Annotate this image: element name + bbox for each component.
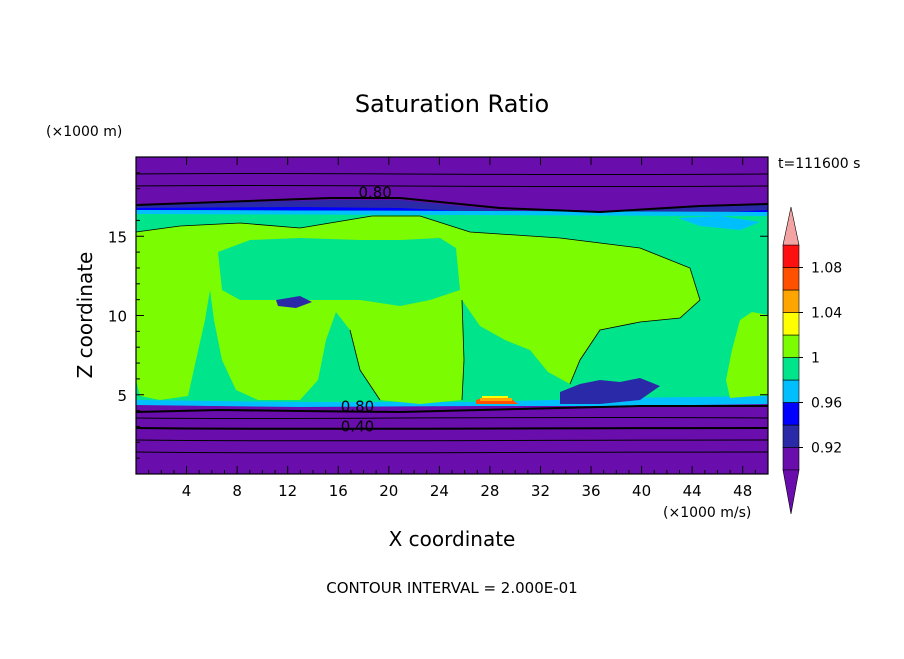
colorbar-segment bbox=[782, 267, 800, 291]
contour-label: 0.40 bbox=[341, 417, 374, 435]
saturation-field bbox=[136, 157, 768, 474]
contour-line bbox=[136, 439, 768, 442]
x-tick-label: 16 bbox=[329, 482, 348, 500]
field-cyan-streak bbox=[678, 216, 760, 230]
y-axis-ticks: 5 10 15 bbox=[108, 172, 768, 459]
colorbar-label: 0.96 bbox=[811, 396, 842, 412]
contour-line-1-00 bbox=[349, 329, 381, 401]
x-tick-label: 44 bbox=[683, 482, 702, 500]
colorbar-segment bbox=[782, 312, 800, 336]
colorbar-segment bbox=[782, 447, 800, 471]
x-axis-ticks: 4 8 12 16 20 24 28 32 36 40 44 48 bbox=[148, 157, 756, 500]
colorbar-label: 0.92 bbox=[811, 441, 842, 457]
y-unit-label: (×1000 m) bbox=[46, 124, 122, 140]
contour-line-0-80-upper bbox=[136, 197, 768, 214]
x-tick-label: 28 bbox=[480, 482, 499, 500]
x-tick-label: 32 bbox=[531, 482, 550, 500]
y-tick-label: 5 bbox=[117, 387, 127, 405]
colorbar-segment bbox=[782, 289, 800, 313]
contour-labels: 0.800.800.40 bbox=[341, 184, 392, 436]
chart-title: Saturation Ratio bbox=[355, 90, 549, 118]
colorbar-label: 1.04 bbox=[811, 306, 842, 322]
field-navy-blob bbox=[276, 296, 312, 308]
x-tick-label: 20 bbox=[379, 482, 398, 500]
contour-line bbox=[136, 416, 768, 420]
x-tick-label: 36 bbox=[581, 482, 600, 500]
contour-line-0-40 bbox=[136, 427, 768, 430]
contour-line-0-80-lower bbox=[136, 405, 768, 414]
x-tick-label: 4 bbox=[182, 482, 192, 500]
y-tick-label: 15 bbox=[108, 228, 127, 246]
contour-interval-note: CONTOUR INTERVAL = 2.000E-01 bbox=[326, 579, 577, 597]
x-tick-label: 8 bbox=[232, 482, 242, 500]
x-tick-label: 12 bbox=[278, 482, 297, 500]
colorbar-over-arrow bbox=[782, 206, 800, 246]
colorbar-segment bbox=[782, 244, 800, 268]
plot-area: 0.800.800.40 4 8 12 16 20 24 28 32 36 40 44 48 5101… bbox=[108, 156, 769, 500]
contour-line bbox=[136, 451, 768, 454]
contour-lines bbox=[136, 172, 768, 454]
colorbar-label: 1.08 bbox=[811, 261, 842, 277]
x-tick-label: 40 bbox=[632, 482, 651, 500]
x-tick-label: 48 bbox=[733, 482, 752, 500]
contour-label: 0.80 bbox=[341, 398, 374, 416]
field-orange-spot bbox=[480, 398, 512, 401]
y-tick-label: 10 bbox=[108, 308, 127, 326]
contour-line bbox=[136, 184, 768, 188]
field-navy-cluster bbox=[560, 378, 660, 404]
colorbar-label: 1 bbox=[811, 351, 820, 367]
field-green-supersat-right bbox=[726, 312, 768, 398]
colorbar-segment bbox=[782, 402, 800, 426]
y-axis-label: Z coordinate bbox=[73, 252, 97, 379]
contour-line bbox=[136, 172, 768, 176]
colorbar-segment bbox=[782, 357, 800, 381]
colorbar-under-arrow bbox=[782, 469, 800, 515]
x-tick-label: 24 bbox=[430, 482, 449, 500]
field-aqua-pocket bbox=[218, 238, 460, 306]
time-label: t=111600 s bbox=[778, 156, 860, 172]
contour-line-1-00 bbox=[136, 215, 701, 385]
x-unit-label: (×1000 m/s) bbox=[663, 505, 751, 521]
field-yellow-spot bbox=[482, 396, 508, 398]
colorbar-segment bbox=[782, 379, 800, 403]
colorbar-segment bbox=[782, 424, 800, 448]
contour-label: 0.80 bbox=[358, 184, 391, 202]
contour-line-1-00 bbox=[461, 299, 465, 401]
colorbar: 0.92 0.96 1 1.04 1.08 bbox=[782, 206, 842, 515]
colorbar-segment bbox=[782, 334, 800, 358]
field-green-pocket bbox=[470, 240, 600, 330]
x-axis-label: X coordinate bbox=[389, 527, 516, 551]
